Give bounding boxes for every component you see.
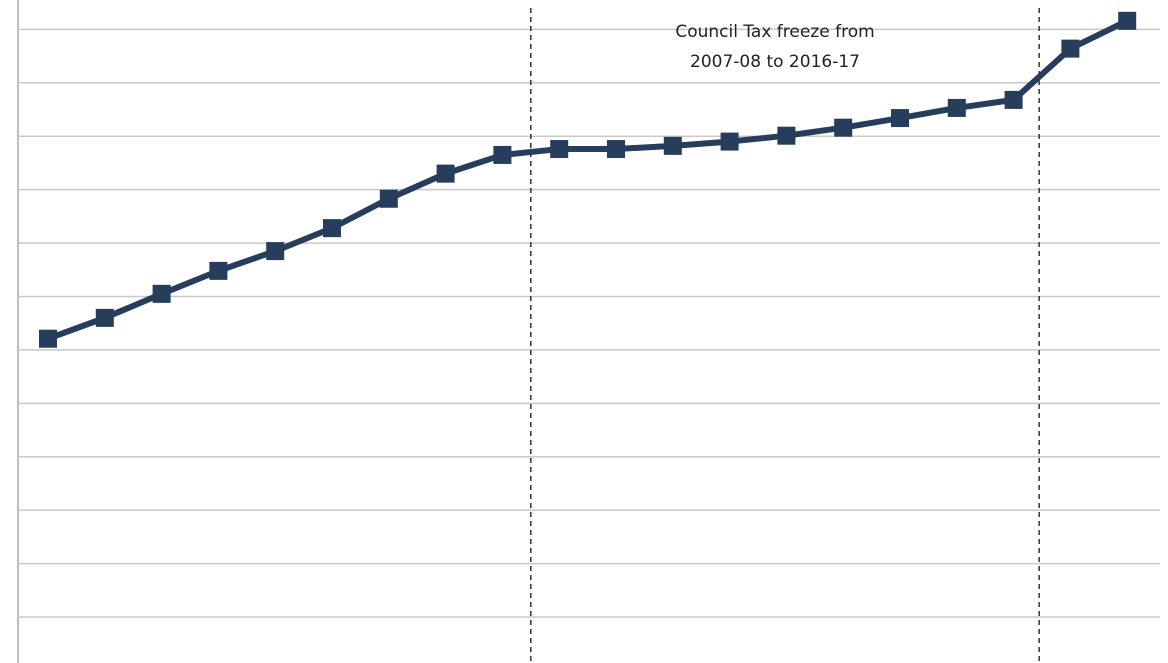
marker [550,140,569,159]
marker [834,118,853,137]
marker [947,98,966,117]
marker [39,329,57,348]
marker [1004,90,1023,109]
marker [493,145,512,164]
marker [1061,39,1080,58]
marker [777,126,796,145]
marker [266,242,285,261]
marker [891,109,909,128]
marker [607,140,625,159]
annotation: Council Tax freeze from [675,22,874,42]
annotation: 2007-08 to 2016-17 [690,52,860,72]
marker [209,261,228,280]
marker [720,132,739,151]
line [46,18,1129,342]
marker [323,219,341,238]
marker [436,164,455,183]
marker [1118,11,1137,30]
marker [379,189,398,208]
marker [663,136,682,155]
marker [152,284,171,303]
marker [95,308,114,327]
